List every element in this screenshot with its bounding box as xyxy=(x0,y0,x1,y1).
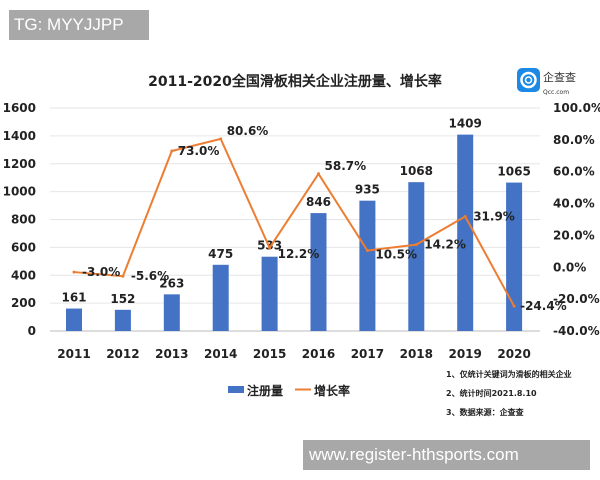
x-tick-label: 2013 xyxy=(155,347,188,361)
y-right-tick-label: 0.0% xyxy=(553,260,586,274)
qcc-logo-text: 企查查 xyxy=(543,70,576,84)
legend-label-line: 增长率 xyxy=(314,383,350,398)
bar xyxy=(359,200,376,331)
line-value-label: 58.7% xyxy=(325,159,367,173)
x-tick-label: 2016 xyxy=(302,347,335,361)
x-tick-label: 2015 xyxy=(253,347,286,361)
bar xyxy=(66,308,82,331)
qcc-logo: 企查查 Qcc.com xyxy=(517,68,576,96)
legend-label-bar: 注册量 xyxy=(247,383,283,398)
bar xyxy=(163,294,180,331)
bar-value-label: 161 xyxy=(61,291,86,305)
watermark-bottom: www.register-hthsports.com xyxy=(303,440,590,470)
line-value-label: 80.6% xyxy=(227,124,269,138)
y-right-tick-label: 40.0% xyxy=(553,197,595,211)
bar xyxy=(310,213,327,331)
bar xyxy=(506,182,523,331)
notes: 1、仅统计关键词为滑板的相关企业 2、统计时间2021.8.10 3、数据来源：… xyxy=(446,369,572,417)
x-tick-label: 2019 xyxy=(448,347,481,361)
bar-value-label: 935 xyxy=(355,183,380,197)
y-right-tick-label: -40.0% xyxy=(553,324,600,338)
bar-value-label: 152 xyxy=(110,292,135,306)
x-tick-label: 2017 xyxy=(351,347,384,361)
y-left-tick-label: 1000 xyxy=(3,185,36,199)
line-value-label: -5.6% xyxy=(131,269,169,283)
bar xyxy=(114,309,131,331)
legend: 注册量 增长率 xyxy=(228,383,350,398)
qcc-logo-icon xyxy=(517,68,540,92)
line-value-label: -24.4% xyxy=(520,299,567,313)
y-left-tick-label: 1200 xyxy=(3,157,36,171)
bar xyxy=(457,134,474,331)
y-right-tick-label: -20.0% xyxy=(553,292,600,306)
note-2: 2、统计时间2021.8.10 xyxy=(446,388,537,398)
qcc-logo-domain: Qcc.com xyxy=(543,89,569,96)
y-right-tick-label: 20.0% xyxy=(553,228,595,242)
line-value-label: -3.0% xyxy=(82,265,120,279)
y-left-tick-label: 800 xyxy=(11,213,36,227)
bar xyxy=(408,182,425,331)
x-tick-label: 2014 xyxy=(204,347,237,361)
y-left-tick-label: 600 xyxy=(11,240,36,254)
line-point xyxy=(121,274,125,278)
line-point xyxy=(170,149,174,153)
y-left-tick-label: 1600 xyxy=(3,101,36,115)
line-point xyxy=(463,214,467,218)
bar xyxy=(212,264,229,331)
line-value-label: 12.2% xyxy=(278,247,320,261)
bar-value-label: 1068 xyxy=(400,164,433,178)
chart-title: 2011-2020全国滑板相关企业注册量、增长率 xyxy=(148,73,442,90)
note-1: 1、仅统计关键词为滑板的相关企业 xyxy=(446,369,572,379)
watermark-top: TG: MYYJJPP xyxy=(9,10,149,40)
line-point xyxy=(365,249,369,253)
bar-value-label: 263 xyxy=(159,276,184,290)
note-3: 3、数据来源：企查查 xyxy=(446,407,525,417)
line-point xyxy=(414,243,418,247)
bar-value-label: 1065 xyxy=(497,165,530,179)
legend-swatch-bar xyxy=(228,386,244,393)
line-point xyxy=(268,246,272,250)
y-right-tick-label: 100.0% xyxy=(553,101,600,115)
line-point xyxy=(72,270,76,274)
y-left-tick-label: 1400 xyxy=(3,129,36,143)
y-left-tick-label: 0 xyxy=(28,324,36,338)
x-tick-label: 2018 xyxy=(400,347,433,361)
line-point xyxy=(317,172,320,176)
y-left-tick-label: 200 xyxy=(11,296,36,310)
x-tick-label: 2020 xyxy=(497,347,530,361)
line-value-label: 73.0% xyxy=(178,144,220,158)
line-point xyxy=(219,137,223,141)
growth-rate-line xyxy=(73,137,515,307)
bar-value-label: 475 xyxy=(208,247,233,261)
bar-value-label: 1409 xyxy=(448,117,481,131)
line-value-label: 31.9% xyxy=(473,209,515,223)
bar-value-label: 846 xyxy=(306,195,331,209)
x-tick-label: 2011 xyxy=(57,347,90,361)
x-tick-label: 2012 xyxy=(106,347,139,361)
line-value-label: 14.2% xyxy=(424,238,466,252)
y-left-tick-label: 400 xyxy=(11,268,36,282)
y-right-tick-label: 60.0% xyxy=(553,165,595,179)
line-point xyxy=(512,304,516,308)
line-value-label: 10.5% xyxy=(375,248,417,262)
bar xyxy=(261,256,278,331)
y-right-tick-label: 80.0% xyxy=(553,133,595,147)
